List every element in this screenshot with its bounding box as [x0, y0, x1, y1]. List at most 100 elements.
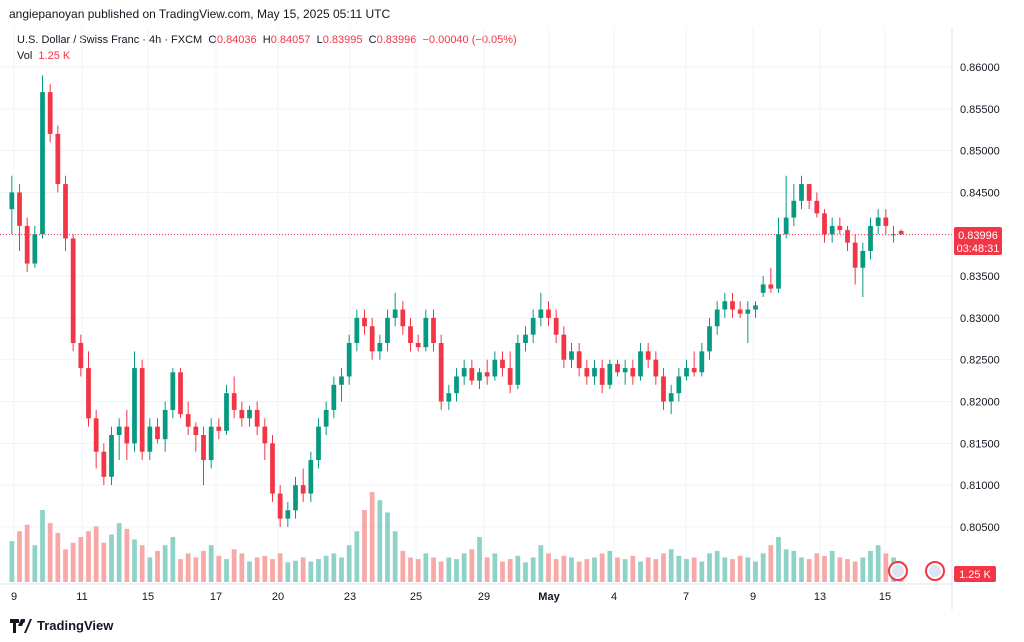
volume-bar — [868, 550, 873, 582]
tradingview-brand: TradingView — [37, 618, 114, 633]
candle-body — [93, 418, 99, 452]
volume-bar — [239, 553, 245, 582]
candle-body — [829, 225, 835, 235]
candle-body — [185, 414, 191, 427]
candle-body — [799, 184, 804, 201]
candle-body — [737, 309, 743, 314]
volume-bar — [860, 557, 866, 582]
candle-body — [523, 334, 528, 343]
candle-body — [546, 309, 551, 318]
volume-bar — [323, 555, 329, 582]
candle-body — [139, 368, 145, 452]
volume-bar — [362, 510, 367, 582]
candle-body — [599, 368, 605, 385]
candle-body — [500, 359, 505, 369]
volume-bar — [346, 545, 352, 582]
change-value: −0.00040 (−0.05%) — [422, 34, 517, 46]
candle-body — [661, 376, 666, 402]
candle-body — [461, 368, 467, 377]
candle-body — [431, 317, 436, 343]
price-tick-label: 0.86000 — [960, 62, 1000, 74]
candle-body — [722, 301, 728, 310]
volume-bar — [638, 561, 643, 582]
volume-bar — [822, 555, 827, 582]
volume-bar — [768, 545, 774, 582]
tradingview-logo[interactable]: TradingView — [10, 618, 113, 633]
event-icon-1[interactable] — [888, 561, 908, 581]
volume-bar — [676, 555, 682, 582]
candle-body — [783, 217, 789, 235]
volume-bar — [492, 553, 498, 582]
volume-bar — [538, 545, 544, 582]
volume-bar — [776, 537, 781, 582]
volume-bar — [70, 542, 76, 582]
volume-bar — [331, 553, 337, 582]
candle-body — [446, 393, 452, 402]
volume-bar — [9, 541, 15, 582]
candle-body — [170, 372, 176, 410]
volume-bar — [162, 545, 168, 582]
volume-bar — [400, 550, 406, 582]
time-tick-label: 20 — [272, 591, 284, 603]
volume-bar — [285, 562, 291, 582]
candle-body — [201, 435, 206, 461]
open-label: O — [208, 34, 217, 46]
event-icon-2[interactable] — [925, 561, 945, 581]
volume-bar — [32, 545, 38, 582]
candle-body — [147, 426, 153, 452]
candle-body — [247, 409, 252, 419]
low-value: 0.83995 — [322, 34, 363, 46]
volume-bar — [546, 553, 551, 582]
candle-body — [469, 368, 475, 381]
volume-bar — [216, 555, 222, 582]
time-tick-label: May — [538, 591, 560, 603]
time-tick-label: 29 — [478, 591, 490, 603]
volume-bar — [78, 537, 84, 582]
time-tick-label: 9 — [750, 591, 756, 603]
candle-body — [607, 363, 613, 385]
time-axis[interactable]: 9 11 15 17 20 23 25 29 May 4 7 9 13 15 — [11, 591, 891, 603]
symbol-label: U.S. Dollar / Swiss Franc · 4h · FXCM — [17, 34, 203, 46]
low-label: L — [316, 34, 323, 46]
volume-bar — [730, 559, 735, 582]
candle-body — [714, 309, 720, 327]
price-chart[interactable]: 0.860000.855000.850000.845000.840000.835… — [0, 0, 1024, 610]
candle-body — [630, 368, 636, 377]
candle-body — [78, 343, 84, 369]
volume-bar — [515, 555, 521, 582]
candle-body — [484, 372, 490, 377]
candle-body — [868, 225, 873, 251]
candle-body — [415, 343, 421, 348]
candle-body — [898, 230, 904, 235]
volume-bar — [224, 559, 229, 582]
volume-bar — [408, 557, 413, 582]
candle-body — [891, 234, 896, 236]
chart-legend: U.S. Dollar / Swiss Franc · 4h · FXCM O 0… — [17, 32, 517, 64]
volume-bar — [507, 559, 513, 582]
price-axis[interactable]: 0.860000.855000.850000.845000.840000.835… — [960, 62, 1000, 534]
candle-body — [883, 217, 889, 226]
volume-bar — [753, 561, 758, 582]
candle-body — [553, 317, 559, 335]
candle-body — [323, 409, 329, 427]
volume-bar — [438, 561, 444, 582]
volume-bar — [707, 553, 712, 582]
volume-tag: 1.25 K — [954, 566, 996, 582]
candle-body — [224, 393, 229, 431]
candle-body — [17, 192, 22, 226]
candle-body — [730, 301, 735, 310]
candle-body — [300, 485, 306, 494]
volume-bar — [829, 550, 835, 582]
time-tick-label: 11 — [76, 591, 87, 603]
volume-bar — [24, 524, 30, 582]
volume-bar — [699, 561, 705, 582]
candle-body — [293, 485, 298, 511]
candle-body — [684, 368, 689, 377]
high-label: H — [262, 34, 271, 46]
volume-bar — [47, 523, 53, 582]
candles — [9, 75, 904, 527]
volume-bar — [446, 557, 452, 582]
candle-body — [584, 368, 590, 377]
candle-body — [47, 92, 53, 134]
price-tag: 0.83996 03:48:31 — [954, 227, 1002, 255]
